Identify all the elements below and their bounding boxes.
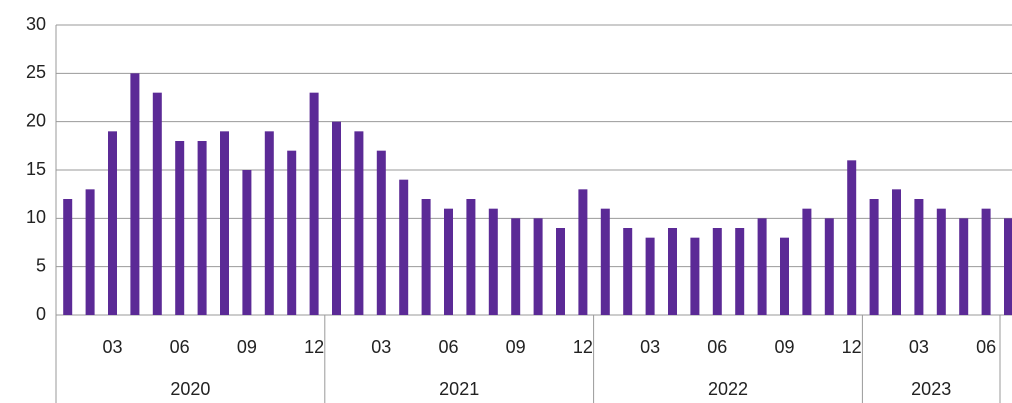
x-tick-label: 09	[237, 337, 257, 357]
y-tick-label: 10	[26, 207, 46, 227]
x-tick-label: 12	[304, 337, 324, 357]
x-tick-label: 06	[976, 337, 996, 357]
bar	[152, 92, 162, 316]
bar	[735, 228, 745, 315]
bar	[511, 218, 521, 315]
x-tick-label: 06	[438, 337, 458, 357]
bar	[287, 150, 297, 315]
bar	[847, 160, 857, 315]
bar	[309, 92, 319, 316]
y-tick-label: 20	[26, 110, 46, 130]
bar	[399, 179, 409, 315]
bar	[914, 199, 924, 315]
x-tick-label: 12	[842, 337, 862, 357]
bar	[63, 199, 73, 315]
bar	[690, 237, 700, 315]
bar	[780, 237, 789, 315]
bar	[936, 208, 946, 315]
bar	[712, 228, 722, 315]
bar	[533, 218, 543, 315]
y-tick-label: 0	[36, 304, 46, 324]
bar	[376, 150, 386, 315]
x-tick-label: 03	[640, 337, 660, 357]
bar	[242, 170, 252, 315]
x-tick-label: 09	[774, 337, 794, 357]
bar	[197, 141, 207, 315]
bar	[645, 237, 655, 315]
bar	[556, 228, 565, 315]
x-tick-label: 06	[707, 337, 727, 357]
bar	[623, 228, 633, 315]
x-tick-label: 03	[102, 337, 122, 357]
bar	[802, 208, 812, 315]
x-group-label: 2023	[911, 379, 951, 399]
bar	[668, 228, 677, 315]
x-tick-label: 06	[170, 337, 190, 357]
bar	[578, 189, 588, 315]
bar	[488, 208, 498, 315]
bar	[175, 141, 185, 315]
bar	[264, 131, 274, 315]
bar	[332, 121, 341, 316]
bar	[981, 208, 991, 315]
bar	[757, 218, 767, 315]
bar	[421, 199, 431, 315]
x-tick-label: 12	[573, 337, 593, 357]
y-tick-label: 25	[26, 62, 46, 82]
x-tick-label: 03	[909, 337, 929, 357]
bar	[130, 73, 140, 315]
x-tick-label: 03	[371, 337, 391, 357]
y-tick-label: 5	[36, 255, 46, 275]
bar	[600, 208, 610, 315]
bar	[959, 218, 969, 315]
bar	[466, 199, 476, 315]
bar	[1004, 218, 1012, 315]
bar	[85, 189, 95, 315]
bar	[824, 218, 834, 315]
bar	[444, 208, 453, 315]
bar	[220, 131, 229, 315]
bar	[892, 189, 901, 315]
x-tick-label: 09	[506, 337, 526, 357]
x-group-label: 2020	[170, 379, 210, 399]
x-group-label: 2021	[439, 379, 479, 399]
y-tick-label: 15	[26, 159, 46, 179]
x-group-label: 2022	[708, 379, 748, 399]
y-tick-label: 30	[26, 14, 46, 34]
bar	[108, 131, 117, 315]
bar	[869, 199, 879, 315]
bar	[354, 131, 364, 315]
